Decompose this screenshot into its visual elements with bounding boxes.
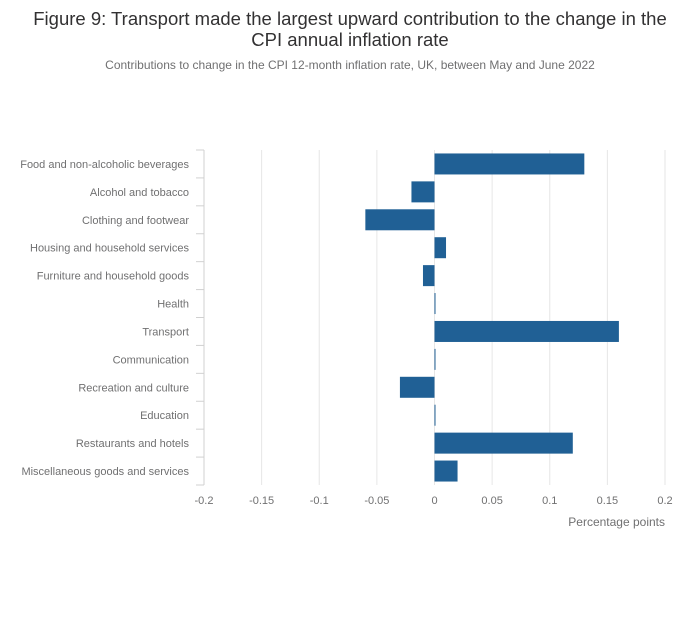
chart-title: Figure 9: Transport made the largest upw…	[33, 8, 667, 50]
bar	[434, 293, 436, 315]
x-tick-label: -0.05	[364, 495, 389, 507]
y-tick-label: Recreation and culture	[78, 382, 189, 394]
x-tick-label: 0.05	[481, 495, 502, 507]
y-tick-label: Transport	[142, 326, 189, 338]
bar	[434, 320, 619, 342]
bar	[411, 181, 435, 203]
y-tick-label: Housing and household services	[30, 243, 189, 255]
y-tick-label: Alcohol and tobacco	[90, 187, 189, 199]
y-tick-label: Food and non-alcoholic beverages	[20, 159, 189, 171]
chart-subtitle: Contributions to change in the CPI 12-mo…	[105, 58, 595, 72]
bar	[434, 348, 436, 370]
bar	[434, 432, 573, 454]
x-tick-label: 0.15	[597, 495, 618, 507]
x-tick-label: -0.15	[249, 495, 274, 507]
bar	[434, 237, 447, 259]
x-tick-label: 0.2	[657, 495, 672, 507]
bar	[399, 376, 435, 398]
x-axis-title: Percentage points	[568, 515, 665, 529]
x-tick-label: 0.1	[542, 495, 557, 507]
bar	[434, 153, 585, 175]
y-tick-label: Health	[157, 299, 189, 311]
y-tick-label: Education	[140, 410, 189, 422]
bar	[422, 265, 435, 287]
y-tick-label: Restaurants and hotels	[76, 438, 190, 450]
y-tick-label: Miscellaneous goods and services	[21, 466, 189, 478]
x-tick-label: -0.1	[310, 495, 329, 507]
bar	[434, 404, 436, 426]
y-tick-label: Furniture and household goods	[37, 271, 190, 283]
y-tick-label: Clothing and footwear	[82, 215, 189, 227]
x-tick-label: 0	[431, 495, 437, 507]
bar	[434, 460, 458, 482]
y-tick-label: Communication	[113, 354, 189, 366]
bar	[365, 209, 435, 231]
x-tick-label: -0.2	[195, 495, 214, 507]
